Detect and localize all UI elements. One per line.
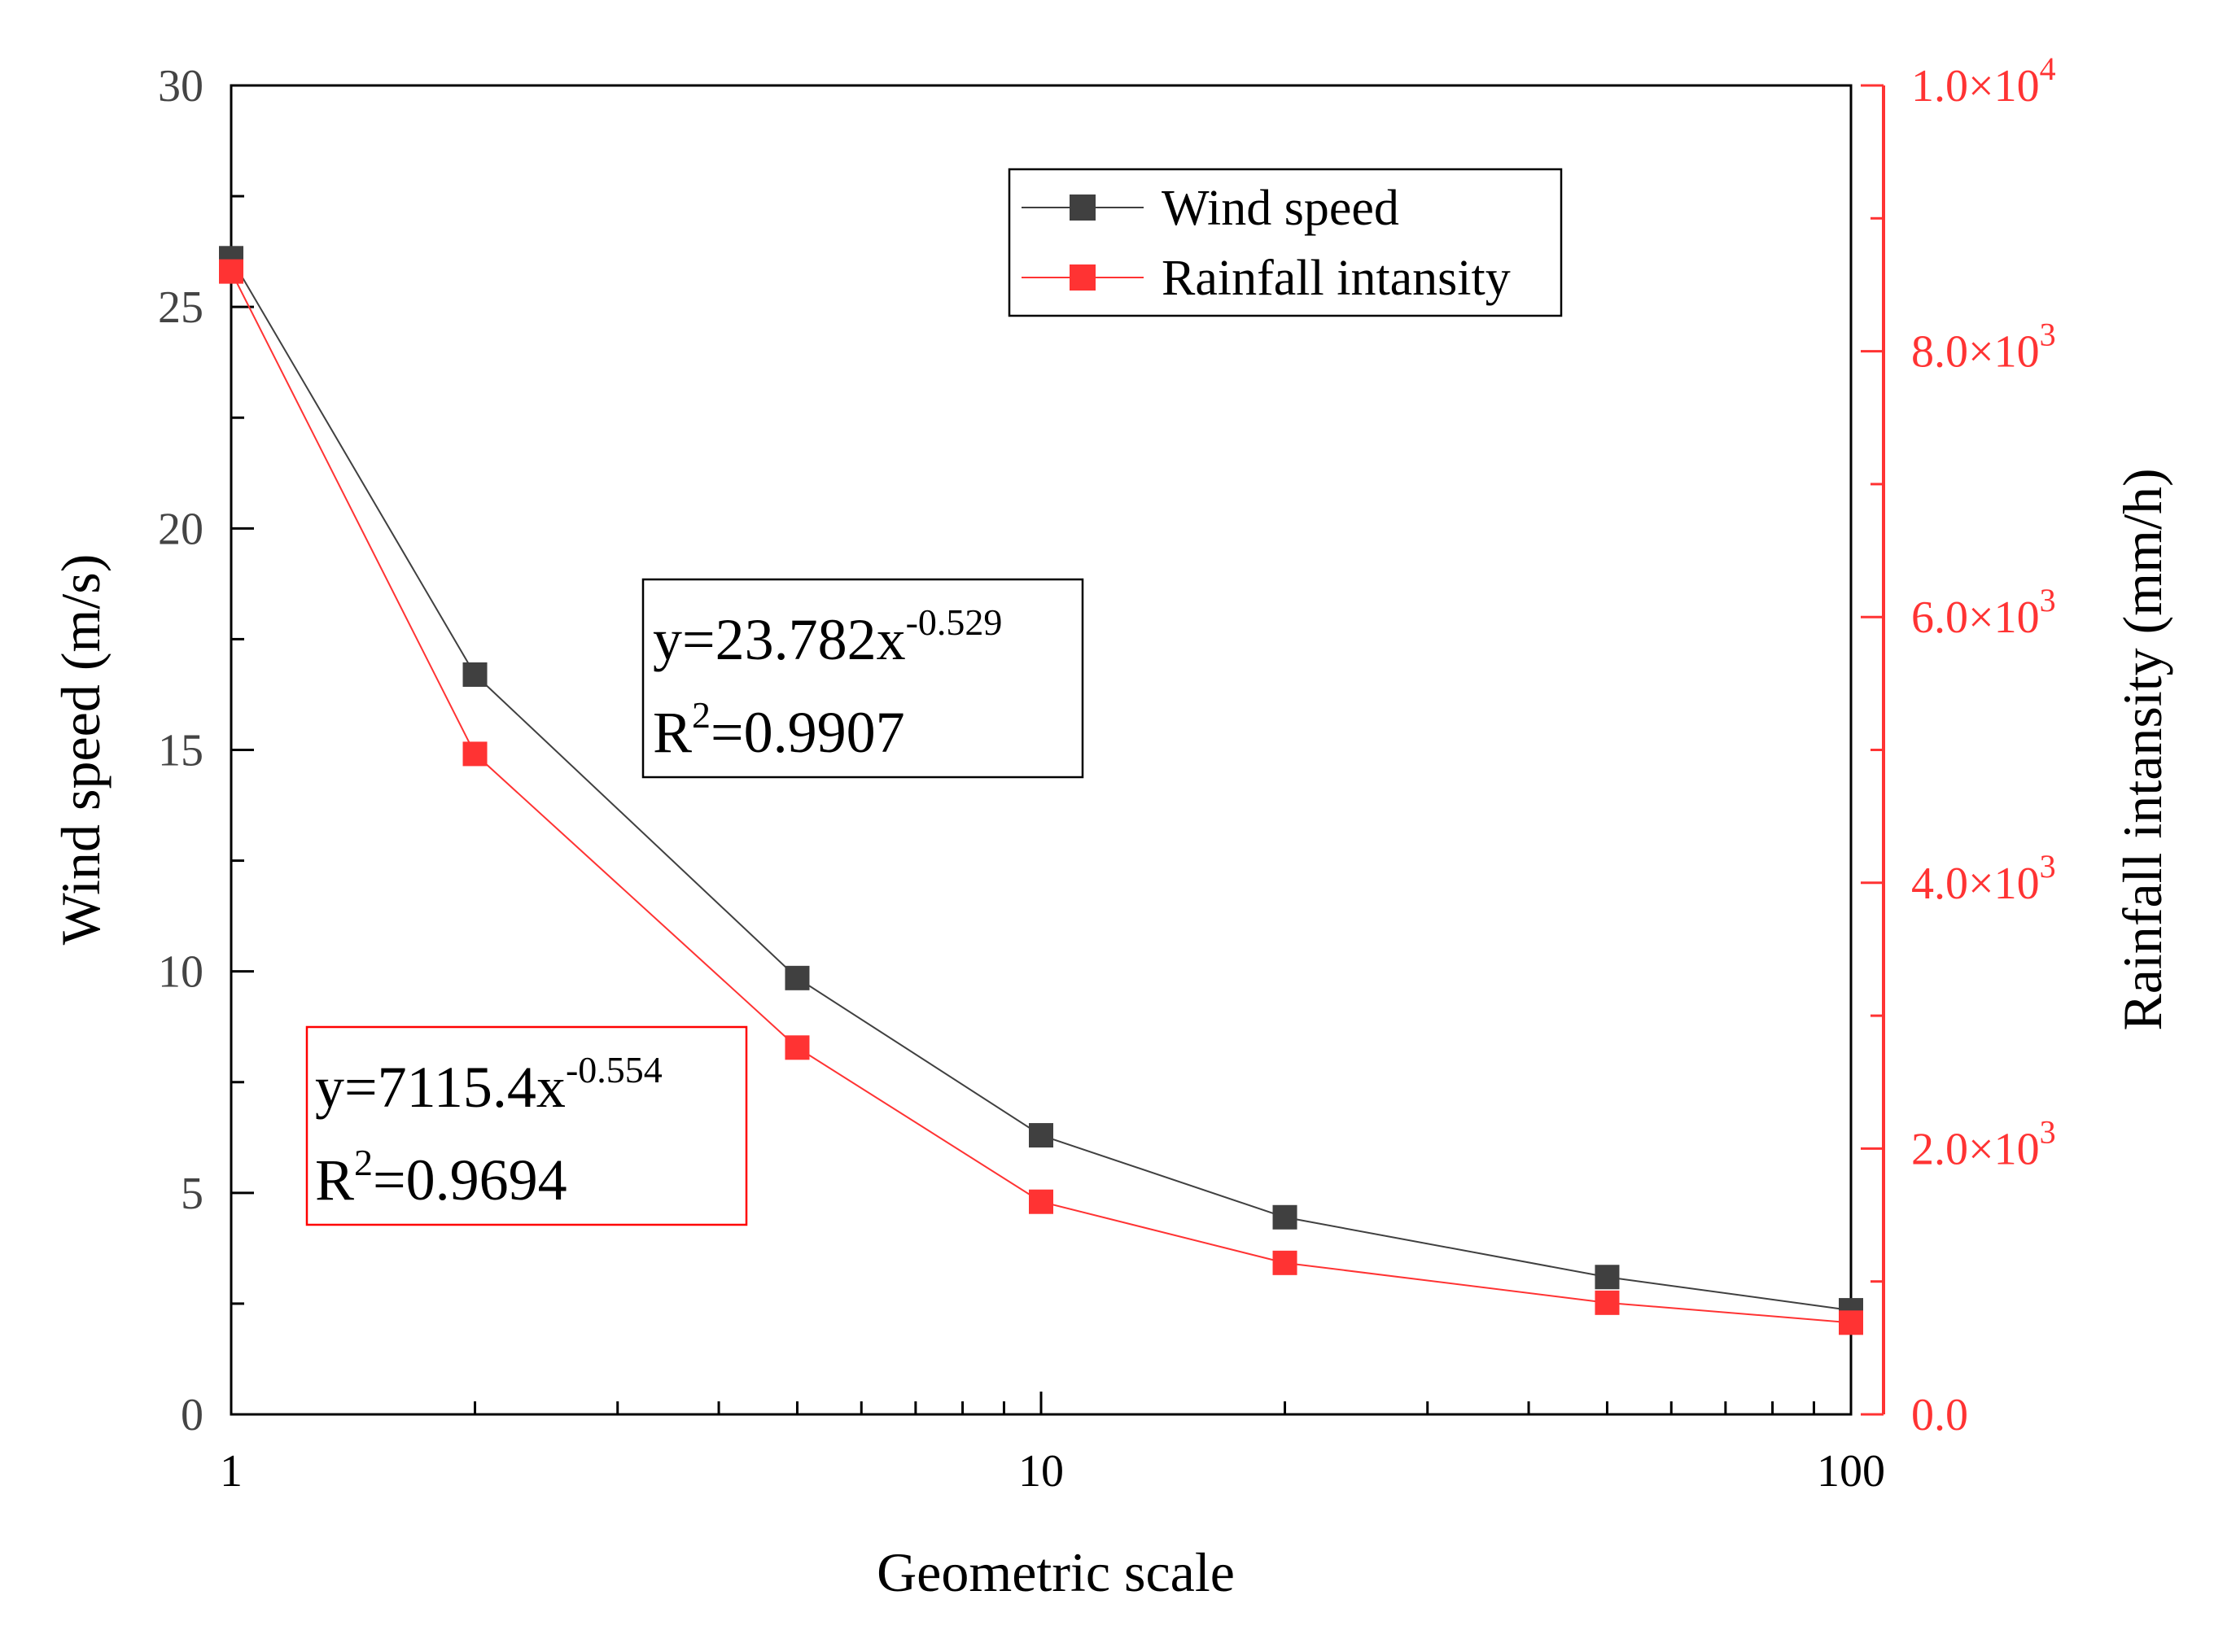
legend-rain-label: Rainfall intansity <box>1162 251 1511 306</box>
rain-fit-annotation: y=7115.4x-0.554 R2=0.9694 <box>305 1025 748 1226</box>
y2-tick-label: 8.0×103 <box>1911 317 2056 378</box>
x-tick-label: 10 <box>1018 1446 1064 1497</box>
y-tick-label: 10 <box>158 947 203 998</box>
data-point-wind-speed <box>1595 1265 1620 1290</box>
y-tick-label: 25 <box>158 282 203 333</box>
data-point-wind-speed <box>785 965 810 990</box>
y-tick-label: 5 <box>181 1169 203 1219</box>
rain-fit-equation: y=7115.4x-0.554 <box>315 1049 663 1120</box>
y-tick-label: 0 <box>181 1390 203 1440</box>
data-point-wind-speed <box>1272 1204 1297 1230</box>
y2-tick-label: 1.0×104 <box>1911 50 2056 111</box>
legend-box <box>1008 168 1563 317</box>
rain-fit-r2: R2=0.9694 <box>315 1142 567 1213</box>
x-tick-label: 100 <box>1817 1446 1885 1497</box>
data-point-rainfall <box>785 1035 810 1060</box>
rain-fit-box <box>305 1025 748 1226</box>
y2-tick-label: 6.0×103 <box>1911 582 2056 643</box>
data-point-rainfall <box>1839 1310 1863 1335</box>
data-point-rainfall <box>462 741 488 767</box>
x-axis-title: Geometric scale <box>877 1541 1235 1603</box>
data-point-rainfall <box>1272 1250 1297 1275</box>
y2-tick-label: 4.0×103 <box>1911 848 2056 909</box>
legend: Wind speed Rainfall intansity <box>1008 168 1563 317</box>
x-tick-label: 1 <box>220 1446 243 1497</box>
data-point-wind-speed <box>1029 1123 1053 1148</box>
legend-rain-marker <box>1070 264 1096 291</box>
data-point-wind-speed <box>462 662 488 687</box>
y-axis-title: Wind speed (m/s) <box>50 554 112 946</box>
legend-wind-label: Wind speed <box>1162 181 1399 236</box>
data-point-rainfall <box>219 259 243 284</box>
data-point-rainfall <box>1029 1189 1053 1214</box>
legend-wind-marker <box>1070 194 1096 221</box>
y-tick-label: 20 <box>158 504 203 554</box>
y2-tick-label: 2.0×103 <box>1911 1113 2056 1174</box>
wind-fit-equation: y=23.782x-0.529 <box>653 601 1002 672</box>
wind-fit-annotation: y=23.782x-0.529 R2=0.9907 <box>641 578 1084 779</box>
y-tick-label: 30 <box>158 61 203 111</box>
series-layer <box>219 246 1863 1335</box>
y2-axis-title: Rainfall intansity (mm/h) <box>2111 468 2173 1030</box>
axes-group: 1 10 100 0 5 10 15 20 25 30 0.0 2.0×103 4.0×103 6.0×1… <box>158 50 2056 1497</box>
data-point-rainfall <box>1595 1290 1620 1315</box>
y-tick-label: 15 <box>158 726 203 776</box>
y2-tick-label: 0.0 <box>1911 1390 1968 1440</box>
wind-fit-r2: R2=0.9907 <box>653 694 905 765</box>
wind-fit-box <box>641 578 1084 779</box>
